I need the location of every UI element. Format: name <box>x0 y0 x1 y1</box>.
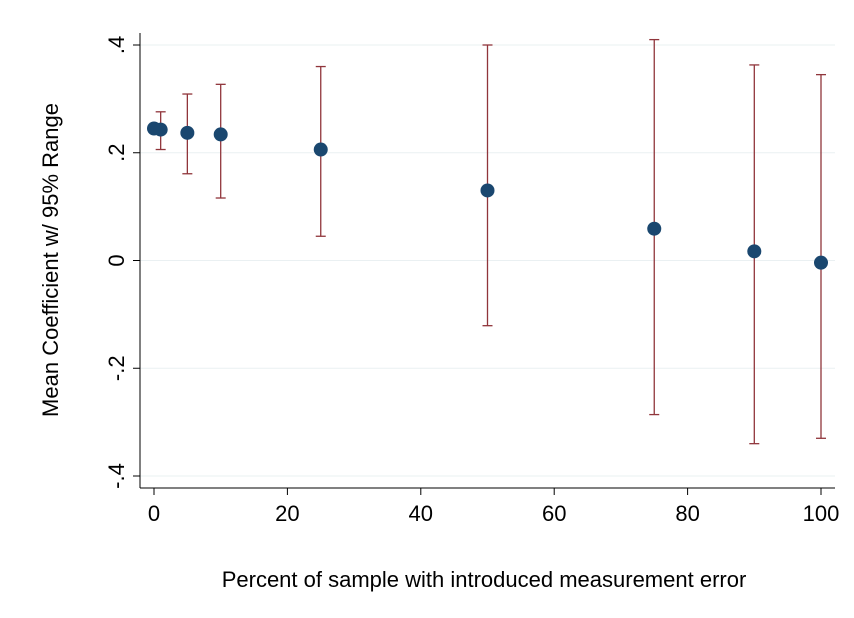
x-tick-label: 80 <box>675 501 699 526</box>
mean-points <box>147 121 828 270</box>
y-tick-label: -.4 <box>104 463 129 489</box>
y-tick-label: .4 <box>104 36 129 54</box>
mean-point <box>814 255 828 270</box>
y-axis-ticks: -.4 -.2 0 .2 .4 <box>104 36 140 489</box>
x-axis-ticks: 0 20 40 60 80 100 <box>148 488 839 526</box>
mean-point <box>153 122 168 137</box>
x-tick-label: 100 <box>803 501 840 526</box>
y-tick-label: -.2 <box>104 355 129 381</box>
x-tick-label: 0 <box>148 501 160 526</box>
range-bars <box>149 38 826 445</box>
y-tick-label: .2 <box>104 144 129 162</box>
mean-point <box>480 183 495 198</box>
x-tick-label: 20 <box>275 501 299 526</box>
mean-point <box>180 125 195 140</box>
y-axis-title: Mean Coefficient w/ 95% Range <box>38 103 63 417</box>
mean-point <box>747 244 762 259</box>
x-tick-label: 60 <box>542 501 566 526</box>
mean-point <box>213 127 228 142</box>
x-axis-title: Percent of sample with introduced measur… <box>222 567 747 592</box>
mean-point <box>313 142 328 157</box>
mean-point <box>647 221 662 236</box>
y-tick-label: 0 <box>104 254 129 266</box>
x-tick-label: 40 <box>409 501 433 526</box>
